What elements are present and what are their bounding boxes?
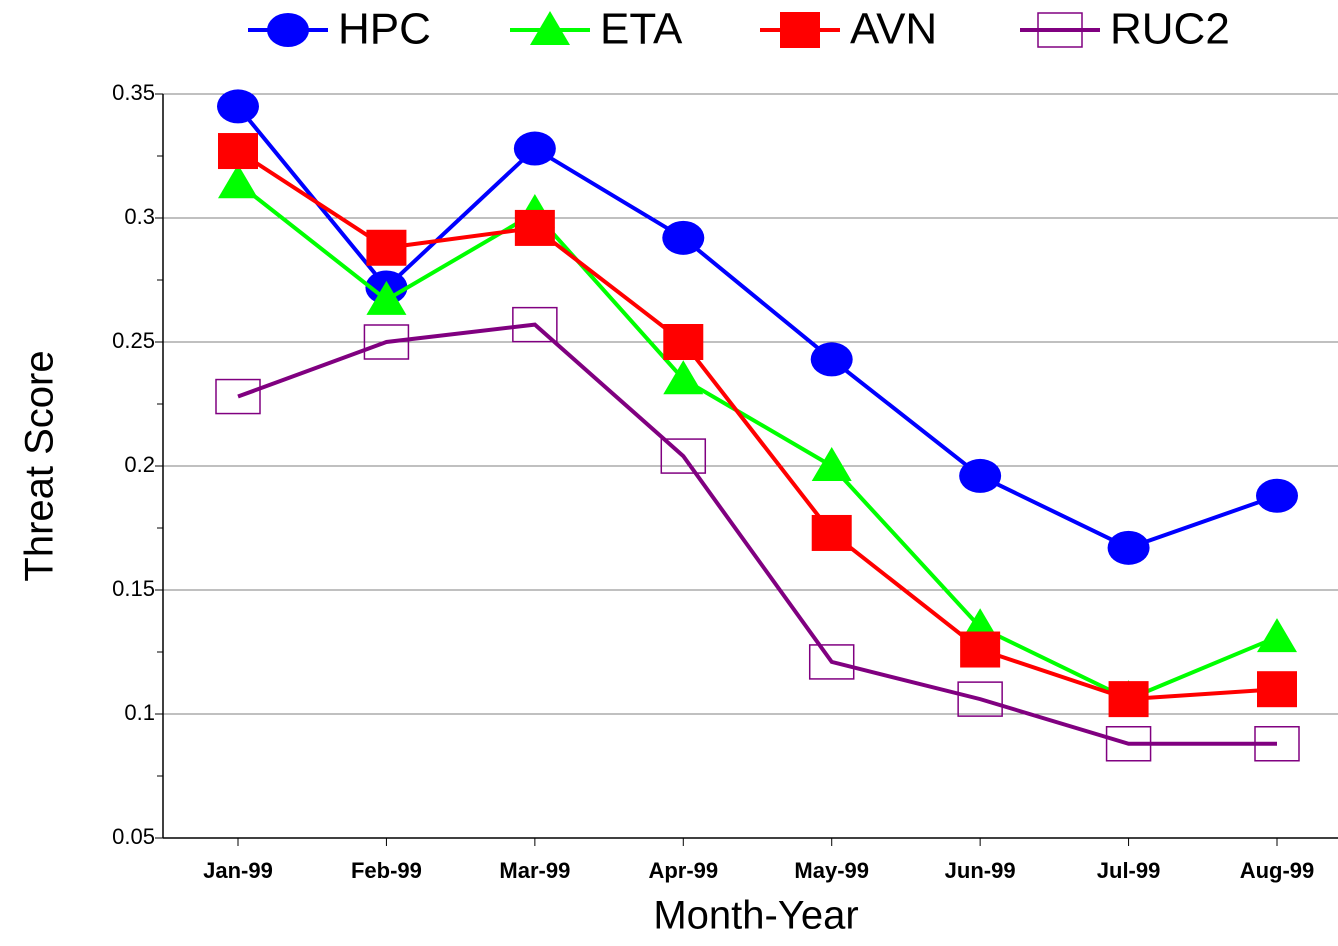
data-point <box>811 514 852 551</box>
legend-label: HPC <box>338 5 431 54</box>
x-tick-label: Aug-99 <box>1240 858 1315 883</box>
legend-marker <box>780 12 820 48</box>
data-point <box>810 342 853 377</box>
data-point <box>960 631 1001 668</box>
data-point <box>366 280 407 315</box>
x-tick-label: Jul-99 <box>1097 858 1161 883</box>
data-point <box>957 681 1003 717</box>
x-tick-label: Jun-99 <box>945 858 1016 883</box>
y-tick-label: 0.05 <box>112 824 155 849</box>
legend-marker <box>1037 12 1083 48</box>
data-point <box>1107 530 1150 565</box>
series-line <box>236 149 1278 702</box>
data-point <box>1254 726 1300 762</box>
series-line <box>236 181 1278 702</box>
data-point <box>808 644 855 680</box>
data-point <box>663 324 704 360</box>
data-point <box>366 229 407 266</box>
data-point <box>660 438 707 474</box>
x-tick-label: Apr-99 <box>648 858 718 883</box>
data-point <box>1257 618 1297 653</box>
x-axis-title: Month-Year <box>653 894 858 938</box>
legend-marker <box>530 11 570 45</box>
series-line <box>236 105 1278 551</box>
legend-label: AVN <box>850 5 937 54</box>
data-point <box>1108 681 1149 718</box>
legend-label: ETA <box>600 5 683 54</box>
series-line <box>237 322 1277 746</box>
y-tick-label: 0.15 <box>112 576 155 601</box>
x-tick-label: Jan-99 <box>203 858 273 883</box>
data-point <box>662 220 705 255</box>
data-point <box>217 89 259 124</box>
data-point <box>1105 726 1152 762</box>
data-point <box>514 209 555 246</box>
x-tick-label: Feb-99 <box>351 858 422 883</box>
data-point <box>513 131 556 166</box>
data-point <box>218 164 258 199</box>
y-tick-label: 0.2 <box>124 452 155 477</box>
data-point <box>1256 478 1298 513</box>
data-point <box>811 447 852 481</box>
y-tick-label: 0.1 <box>124 700 155 725</box>
legend-marker <box>267 13 309 47</box>
y-tick-label: 0.35 <box>112 80 155 105</box>
y-tick-label: 0.25 <box>112 328 155 353</box>
data-point <box>215 378 261 415</box>
x-tick-label: May-99 <box>794 858 869 883</box>
data-point <box>663 360 704 395</box>
y-tick-label: 0.3 <box>124 204 155 229</box>
y-axis-title: Threat Score <box>18 350 62 581</box>
data-point <box>959 458 1002 493</box>
data-point <box>512 306 558 343</box>
data-point <box>363 324 410 360</box>
data-point <box>1257 671 1297 708</box>
legend-label: RUC2 <box>1110 5 1230 54</box>
data-point <box>218 133 258 170</box>
x-tick-label: Mar-99 <box>499 858 570 883</box>
